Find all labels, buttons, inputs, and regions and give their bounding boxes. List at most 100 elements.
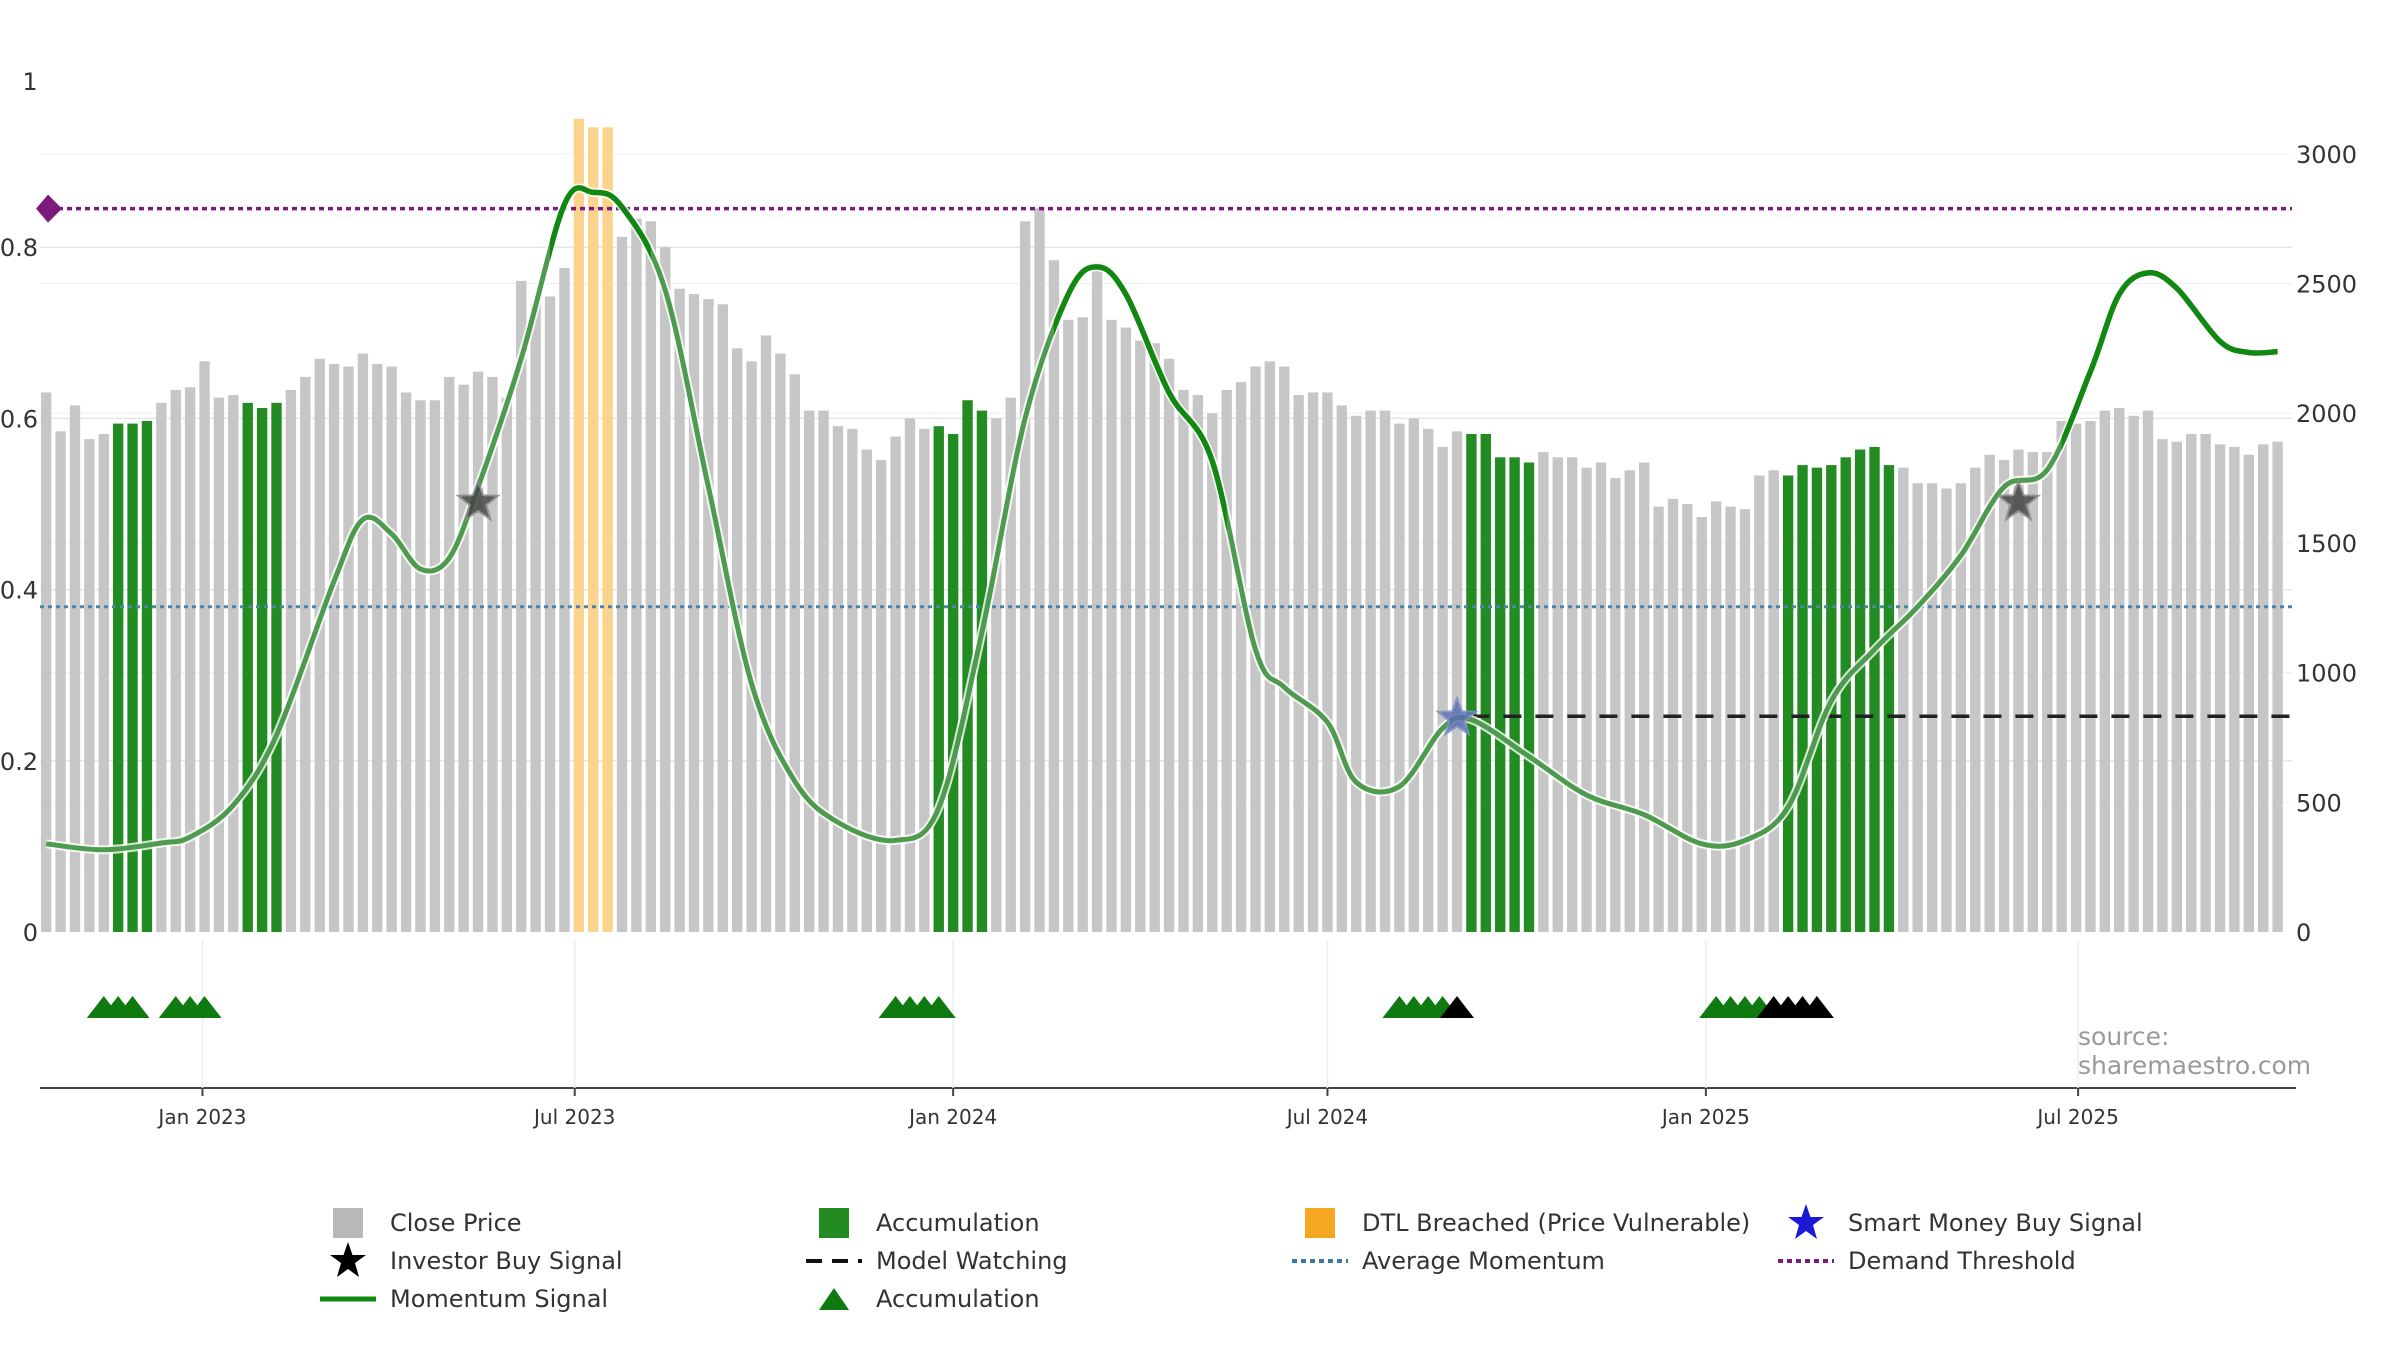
close-price-bar bbox=[1178, 389, 1189, 932]
accumulation-bar bbox=[1854, 449, 1866, 932]
legend-label: Close Price bbox=[390, 1209, 522, 1237]
legend-investor-buy-signal: Investor Buy Signal bbox=[320, 1242, 623, 1279]
accumulation-marker bbox=[921, 996, 956, 1018]
close-price-bar bbox=[1207, 413, 1218, 933]
close-price-bar bbox=[2258, 444, 2269, 932]
close-price-bar bbox=[919, 428, 930, 932]
close-price-bar bbox=[530, 304, 541, 932]
close-price-bar bbox=[199, 361, 210, 933]
legend-momentum-signal: Momentum Signal bbox=[320, 1281, 608, 1317]
close-price-bar bbox=[1898, 467, 1909, 932]
close-price-bar bbox=[674, 288, 685, 932]
close-price-bar bbox=[2013, 449, 2024, 932]
close-price-bar bbox=[1653, 506, 1664, 932]
accumulation-bar bbox=[112, 423, 124, 932]
accumulation-bar bbox=[1797, 465, 1808, 932]
close-price-bar bbox=[343, 366, 354, 932]
left-axis-tick-label: 0.4 bbox=[0, 577, 38, 605]
close-price-bar bbox=[991, 418, 1002, 932]
right-axis-tick-label: 3000 bbox=[2296, 141, 2357, 169]
close-price-bar bbox=[1365, 410, 1376, 932]
close-price-bar bbox=[1163, 358, 1175, 932]
source-note: source: sharemaestro.com bbox=[2078, 1022, 2312, 1080]
close-price-bar bbox=[1221, 389, 1232, 932]
dtl-bar bbox=[602, 127, 613, 933]
x-axis-tick-label: Jul 2025 bbox=[2035, 1105, 2118, 1129]
accumulation-bar bbox=[1811, 467, 1823, 932]
legend-accumulation-markers: Accumulation bbox=[806, 1281, 1040, 1317]
legend-label: Accumulation bbox=[876, 1285, 1040, 1313]
accumulation-bar bbox=[1782, 475, 1794, 932]
legend-label: Investor Buy Signal bbox=[390, 1247, 623, 1275]
accumulation-bar bbox=[1495, 457, 1506, 932]
accumulation-marker-black bbox=[1799, 996, 1834, 1018]
close-price-bar bbox=[1235, 382, 1247, 933]
close-price-bar bbox=[1048, 260, 1060, 932]
close-price-bar bbox=[1307, 392, 1319, 933]
close-price-bar bbox=[1725, 506, 1736, 932]
close-price-bar bbox=[1970, 467, 1981, 932]
close-price-bar bbox=[1638, 462, 1650, 932]
close-price-bar bbox=[1005, 397, 1016, 932]
accumulation-bar bbox=[933, 426, 944, 932]
legend-line-green-icon bbox=[320, 1281, 376, 1317]
legend-average-momentum: Average Momentum bbox=[1292, 1243, 1605, 1279]
accumulation-bar bbox=[141, 420, 153, 932]
close-price-bar bbox=[1710, 501, 1722, 932]
close-price-bar bbox=[1538, 452, 1549, 932]
close-price-bar bbox=[1063, 319, 1074, 933]
close-price-bar bbox=[1912, 483, 1923, 932]
close-price-bar bbox=[717, 304, 728, 932]
close-price-bar bbox=[1120, 327, 1132, 932]
smart-money-buy-signal-star bbox=[1435, 695, 1479, 737]
reference-lines bbox=[36, 194, 2292, 719]
momentum-signal-line bbox=[45, 183, 2278, 855]
dtl-bar bbox=[573, 118, 585, 933]
legend-square-orange-icon bbox=[1292, 1205, 1348, 1241]
close-price-bar bbox=[803, 410, 815, 932]
close-price-bar bbox=[847, 428, 858, 932]
close-price-bar bbox=[1581, 467, 1592, 932]
close-price-bar bbox=[1739, 509, 1751, 932]
right-axis-tick-label: 2000 bbox=[2296, 400, 2357, 428]
accumulation-bar bbox=[242, 402, 253, 933]
close-price-bar bbox=[2070, 423, 2082, 932]
legend-label: Smart Money Buy Signal bbox=[1848, 1209, 2143, 1237]
accumulation-marker bbox=[115, 996, 150, 1018]
close-price-bar bbox=[2099, 410, 2111, 932]
close-price-bar bbox=[2214, 444, 2226, 932]
x-axis-tick-label: Jul 2024 bbox=[1285, 1105, 1368, 1129]
legend-model-watching: Model Watching bbox=[806, 1243, 1068, 1279]
accumulation-bar bbox=[1883, 465, 1895, 932]
close-price-bar bbox=[1941, 488, 1952, 932]
close-price-bar bbox=[1696, 516, 1707, 932]
legend-label: DTL Breached (Price Vulnerable) bbox=[1362, 1209, 1751, 1237]
close-price-bar bbox=[875, 459, 887, 932]
left-axis-tick-label: 0.2 bbox=[0, 748, 38, 776]
close-price-bar bbox=[645, 221, 656, 932]
accumulation-bar bbox=[127, 423, 138, 932]
close-price-bar bbox=[660, 247, 671, 932]
chart-svg: 0 0.2 0.4 0.6 0.8 1 0 500 1000 1500 2000 2500 3000 Ja… bbox=[0, 68, 2357, 1129]
close-price-bar bbox=[1423, 428, 1434, 932]
close-price-bar bbox=[1610, 478, 1621, 932]
close-price-bar bbox=[2186, 433, 2197, 932]
close-price-bar bbox=[1106, 319, 1117, 933]
close-price-bar bbox=[1624, 470, 1635, 932]
close-price-bar bbox=[904, 418, 916, 932]
close-price-bar bbox=[40, 392, 52, 933]
close-price-bar bbox=[1552, 457, 1563, 932]
close-price-bar bbox=[1567, 457, 1578, 932]
close-price-bar bbox=[2042, 452, 2053, 932]
close-price-bar bbox=[2200, 433, 2211, 932]
close-price-bar bbox=[501, 397, 513, 932]
close-price-bar bbox=[415, 400, 426, 932]
legend-square-green-icon bbox=[806, 1205, 862, 1241]
close-price-bar bbox=[1437, 446, 1448, 932]
close-price-bar bbox=[487, 376, 498, 932]
close-price-bar bbox=[184, 387, 196, 932]
close-price-bar bbox=[1595, 462, 1607, 932]
momentum-signal-strong-segment bbox=[1053, 264, 1227, 532]
accumulation-bar bbox=[1840, 457, 1851, 932]
close-price-bar bbox=[1754, 475, 1765, 932]
